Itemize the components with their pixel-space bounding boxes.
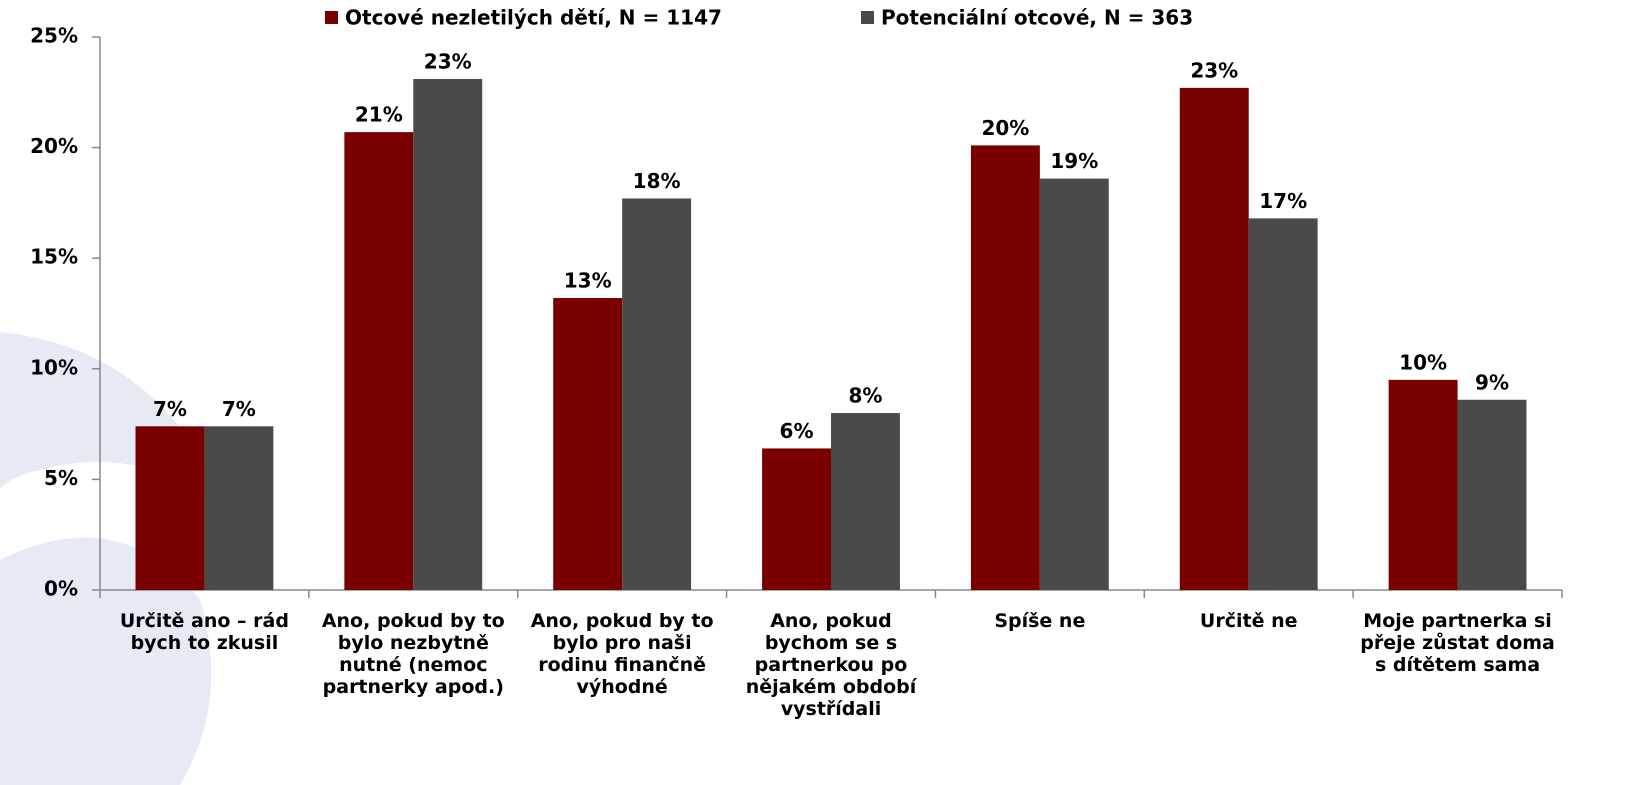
value-label: 13% (564, 269, 612, 293)
value-label: 10% (1399, 350, 1447, 374)
y-tick-label: 25% (30, 24, 78, 48)
legend-label: Otcové nezletilých dětí, N = 1147 (345, 6, 722, 30)
value-label: 23% (1190, 58, 1238, 82)
bar (762, 448, 831, 590)
bar (831, 413, 900, 590)
bar (413, 79, 483, 590)
value-label: 7% (153, 397, 187, 421)
bar (135, 426, 205, 590)
x-tick-label: Spíše ne (994, 610, 1086, 632)
x-tick-label: Ano, pokud by to bylo nezbytně nutné (ne… (321, 610, 505, 698)
value-label: 21% (355, 103, 403, 127)
bar (553, 298, 623, 590)
bar (1179, 87, 1249, 590)
x-tick-label: Moje partnerka si přeje zůstat doma s dí… (1360, 610, 1555, 676)
y-tick-label: 20% (30, 134, 78, 158)
bar (622, 198, 692, 590)
legend-swatch (861, 11, 874, 24)
x-tick-label: Ano, pokud by to bylo pro naši rodinu fi… (530, 610, 714, 698)
bar (344, 132, 414, 590)
bar (1039, 178, 1109, 590)
background-logo (0, 537, 212, 785)
value-label: 20% (981, 116, 1029, 140)
y-tick-label: 15% (30, 245, 78, 269)
value-label: 23% (424, 50, 472, 74)
y-tick-label: 0% (44, 577, 78, 601)
bar (1457, 399, 1527, 590)
value-label: 7% (222, 397, 256, 421)
y-tick-label: 5% (44, 466, 78, 490)
value-label: 8% (848, 384, 882, 408)
x-tick-label: Ano, pokud bychom se s partnerkou po něj… (745, 610, 917, 720)
value-label: 19% (1050, 149, 1098, 173)
legend-label: Potenciální otcové, N = 363 (881, 6, 1193, 30)
legend-swatch (325, 11, 338, 24)
bar (204, 426, 274, 590)
value-label: 17% (1259, 189, 1307, 213)
bar (1388, 379, 1458, 590)
bar (1248, 218, 1318, 590)
value-label: 6% (780, 419, 814, 443)
bar (970, 145, 1040, 590)
y-tick-label: 10% (30, 355, 78, 379)
value-label: 9% (1475, 370, 1509, 394)
x-tick-label: Určitě ne (1199, 610, 1298, 632)
value-label: 18% (633, 169, 681, 193)
x-tick-label: Určitě ano – rád bych to zkusil (119, 610, 289, 654)
